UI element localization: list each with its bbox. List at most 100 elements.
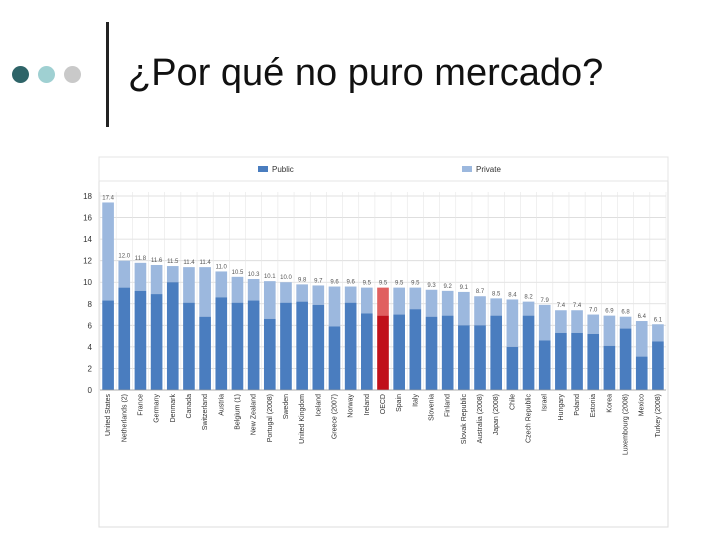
y-tick-label: 12 xyxy=(83,257,92,266)
bar-private xyxy=(199,267,211,317)
title-divider xyxy=(106,22,109,127)
bar-private xyxy=(555,310,567,333)
category-label: Czech Republic xyxy=(526,394,533,444)
bar-private xyxy=(328,286,341,327)
y-tick-label: 14 xyxy=(83,235,92,244)
category-label: Australia (2008) xyxy=(477,394,484,443)
bar-public xyxy=(102,300,114,390)
data-label: 9.5 xyxy=(411,281,420,287)
category-label: Spain xyxy=(396,394,403,412)
data-label: 8.7 xyxy=(476,289,485,295)
data-label: 9.5 xyxy=(363,281,372,287)
bar-private xyxy=(458,291,470,326)
data-label: 9.8 xyxy=(298,277,307,283)
bullet-dots xyxy=(12,66,102,86)
bullet-dot-gray xyxy=(64,66,81,83)
category-label: United States xyxy=(105,394,112,437)
bar-public xyxy=(603,345,616,390)
category-label: New Zealand xyxy=(251,394,258,435)
category-label: Germany xyxy=(154,394,161,423)
category-label: Luxembourg (2008) xyxy=(623,394,630,455)
category-label: Poland xyxy=(574,394,581,416)
legend-label-public: Public xyxy=(272,165,294,174)
bar-private xyxy=(296,284,308,302)
bar-public xyxy=(247,300,260,390)
data-label: 11.0 xyxy=(216,264,228,270)
bar-public xyxy=(425,316,438,390)
category-label: Norway xyxy=(348,394,355,418)
bar-public xyxy=(490,315,503,390)
y-axis-labels: 0 2 4 6 8 10 12 14 16 18 xyxy=(83,192,93,395)
bar-private xyxy=(134,262,147,291)
bar-private xyxy=(603,315,616,346)
bar-public xyxy=(377,315,389,390)
bar-private xyxy=(474,296,486,326)
category-label: Canada xyxy=(186,394,193,419)
bar-public xyxy=(571,332,583,390)
bar-public xyxy=(361,313,373,390)
y-tick-label: 16 xyxy=(83,214,92,223)
y-tick-label: 10 xyxy=(83,278,92,287)
bar-public xyxy=(231,302,244,390)
bar-private xyxy=(166,266,179,283)
category-label: Portugal (2008) xyxy=(267,394,274,442)
category-label: United Kingdom xyxy=(299,394,306,444)
category-label: Finland xyxy=(445,394,452,417)
bar-private xyxy=(377,287,389,316)
data-label: 9.7 xyxy=(314,278,323,284)
legend-swatch-private xyxy=(462,166,472,172)
bar-public xyxy=(150,294,163,390)
bar-private xyxy=(425,289,438,317)
data-label: 9.5 xyxy=(395,281,404,287)
bar-private xyxy=(312,285,325,305)
bar-public xyxy=(474,325,486,390)
bar-private xyxy=(619,316,632,329)
bar-public xyxy=(619,328,632,390)
bar-private xyxy=(393,287,405,315)
data-label: 7.9 xyxy=(541,298,550,304)
data-label: 8.4 xyxy=(508,292,517,298)
bar-private xyxy=(231,276,244,303)
data-label: 10.1 xyxy=(264,274,276,280)
category-label: Greece (2007) xyxy=(331,394,338,439)
bar-private xyxy=(538,304,551,341)
bar-public xyxy=(538,340,551,390)
data-label: 10.0 xyxy=(280,275,292,281)
data-label: 10.3 xyxy=(248,272,260,278)
category-label: Chile xyxy=(509,394,516,410)
data-label: 8.5 xyxy=(492,291,501,297)
bar-public xyxy=(522,315,535,390)
legend-label-private: Private xyxy=(476,165,501,174)
category-label: Ireland xyxy=(364,394,371,416)
y-tick-label: 2 xyxy=(88,364,93,373)
category-label: Sweden xyxy=(283,394,290,419)
data-label: 8.2 xyxy=(524,295,533,301)
bar-public xyxy=(409,309,422,390)
y-tick-label: 8 xyxy=(88,300,93,309)
bar-private xyxy=(635,321,648,357)
y-tick-label: 6 xyxy=(88,321,93,330)
bar-private xyxy=(150,264,163,295)
data-label: 9.6 xyxy=(330,280,339,286)
bar-public xyxy=(166,282,179,390)
bar-public xyxy=(199,316,211,390)
bullet-dot-light xyxy=(38,66,55,83)
category-label: Netherlands (2) xyxy=(121,394,128,442)
data-label: 9.1 xyxy=(460,285,469,291)
data-label: 11.5 xyxy=(167,259,179,265)
bar-public xyxy=(635,356,648,390)
data-label: 7.0 xyxy=(589,308,598,314)
bar-private xyxy=(215,271,228,298)
bar-private xyxy=(183,267,195,303)
category-label: Slovenia xyxy=(429,394,436,421)
category-label: Israel xyxy=(542,394,549,412)
category-label: Korea xyxy=(606,394,613,413)
category-label: France xyxy=(137,394,144,416)
category-label: Italy xyxy=(412,394,419,407)
data-label: 11.4 xyxy=(183,260,195,266)
bar-private xyxy=(280,282,292,303)
bar-public xyxy=(344,302,357,390)
y-tick-label: 4 xyxy=(88,343,93,352)
category-label: Turkey (2008) xyxy=(655,394,662,437)
data-label: 6.9 xyxy=(605,309,614,315)
